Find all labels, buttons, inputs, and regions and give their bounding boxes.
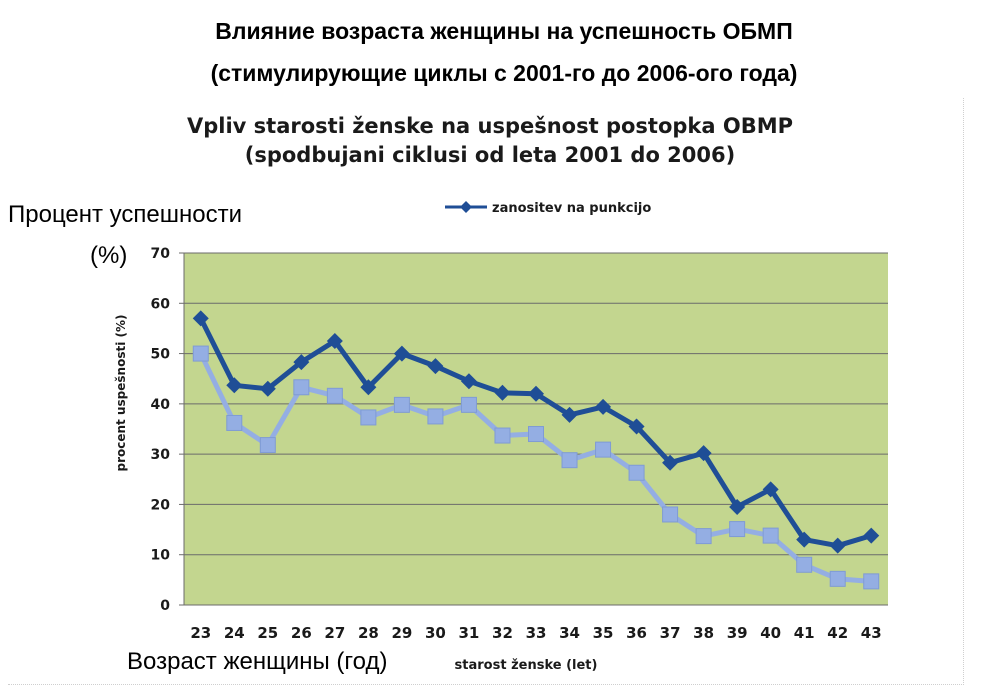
- series-dark-diamond-marker: [595, 398, 612, 415]
- x-tick-label: 26: [291, 624, 312, 642]
- series-light-square-marker: [360, 409, 377, 426]
- russian-y-label-line-1: Процент успешности: [8, 201, 243, 228]
- y-tick-label: 50: [151, 347, 171, 363]
- x-tick-label: 36: [626, 624, 647, 642]
- slide-frame: [8, 98, 964, 685]
- russian-title-line-1: Влияние возраста женщины на успешность О…: [215, 18, 793, 44]
- series-dark-diamond-marker: [494, 384, 511, 401]
- chart-title-line-2: (spodbujani ciklusi od leta 2001 do 2006…: [245, 143, 735, 167]
- x-tick-label: 38: [693, 624, 714, 642]
- x-tick-labels: 23 24 25 26 27 28 29 30 31 32 33 34 35 36 37 38 39 40 41 42…: [190, 624, 881, 642]
- y-tick-label: 70: [151, 246, 171, 262]
- series-light-square-marker: [829, 570, 846, 587]
- x-tick-label: 40: [760, 624, 781, 642]
- series-light-square-marker: [628, 464, 645, 481]
- gridlines: [179, 252, 888, 606]
- series-light-square-marker: [762, 527, 779, 544]
- y-tick-label: 60: [151, 296, 171, 312]
- x-tick-label: 29: [391, 624, 412, 642]
- y-axis-title: procent uspešnosti (%): [114, 315, 128, 472]
- legend: zanositev na punkcijo: [445, 201, 651, 216]
- series-light-square-marker: [595, 441, 612, 458]
- series-dark-diamond-marker: [293, 354, 310, 371]
- series-light-square-marker: [528, 426, 544, 443]
- y-tick-label: 0: [160, 598, 170, 614]
- series-light-square-marker: [729, 521, 746, 538]
- x-tick-label: 32: [492, 624, 513, 642]
- x-tick-label: 23: [190, 624, 211, 642]
- legend-diamond-marker: [460, 201, 472, 213]
- series-dark-diamond-marker: [393, 345, 410, 362]
- russian-title-line-2: (стимулирующие циклы с 2001-го до 2006-о…: [210, 60, 798, 86]
- series-dark-diamond-marker: [259, 380, 276, 397]
- x-tick-label: 41: [794, 624, 815, 642]
- series-light-square-marker: [662, 506, 679, 523]
- y-tick-labels: 0 10 20 30 40 50 60 70: [151, 246, 171, 614]
- series-dark-diamond-marker: [360, 379, 377, 396]
- x-tick-label: 30: [425, 624, 446, 642]
- chart-title-line-1: Vpliv starosti ženske na uspešnost posto…: [187, 114, 793, 138]
- x-tick-label: 33: [526, 624, 547, 642]
- series-dark-diamond-marker: [427, 358, 444, 375]
- series-dark-diamond-marker: [863, 527, 880, 544]
- x-tick-label: 28: [358, 624, 379, 642]
- series-dark-diamond-marker: [561, 406, 578, 423]
- series-dark-diamond-marker: [662, 454, 679, 471]
- series-dark-diamond-marker: [695, 445, 712, 462]
- russian-y-label-line-2: (%): [90, 242, 128, 269]
- legend-label: zanositev na punkcijo: [492, 201, 651, 216]
- series-light-square-marker: [226, 414, 243, 431]
- series-dark-diamond-marker: [460, 373, 477, 390]
- x-tick-label: 34: [559, 624, 580, 642]
- x-tick-label: 37: [660, 624, 681, 642]
- x-tick-label: 35: [593, 624, 614, 642]
- series-light-square-marker: [259, 437, 276, 454]
- x-tick-label: 31: [459, 624, 480, 642]
- x-tick-label: 25: [257, 624, 278, 642]
- series-dark-diamond-marker: [192, 310, 209, 327]
- series-dark-diamond-marker: [796, 531, 813, 548]
- y-tick-label: 10: [151, 548, 171, 564]
- series-dark-diamond-marker: [528, 385, 544, 402]
- x-tick-label: 24: [224, 624, 245, 642]
- series-dark-diamond-marker: [829, 537, 846, 554]
- x-tick-label: 43: [861, 624, 882, 642]
- series-light-square-marker: [494, 427, 511, 444]
- series-layer: [192, 310, 880, 590]
- series-dark-diamond-marker: [762, 481, 779, 498]
- series-light-square-marker: [326, 387, 343, 404]
- series-dark-diamond-marker: [326, 333, 343, 349]
- x-tick-label: 39: [727, 624, 748, 642]
- series-light-square-marker: [393, 396, 410, 413]
- series-light-square-marker: [863, 573, 880, 590]
- series-light-square-marker: [427, 408, 444, 425]
- series-dark-diamond-marker: [628, 418, 645, 435]
- y-tick-label: 20: [151, 497, 171, 513]
- series-light-square-marker: [293, 379, 310, 396]
- y-tick-label: 40: [151, 397, 171, 413]
- series-dark-diamond-marker: [729, 498, 746, 515]
- series-light-square-marker: [695, 528, 712, 545]
- y-tick-label: 30: [151, 447, 171, 463]
- x-tick-label: 42: [827, 624, 848, 642]
- series-light-square-marker: [192, 345, 209, 362]
- series-dark-diamond-marker: [226, 377, 243, 394]
- russian-x-label: Возраст женщины (год): [127, 648, 388, 675]
- x-tick-label: 27: [324, 624, 345, 642]
- series-light-square-marker: [796, 556, 813, 573]
- x-axis-title: starost ženske (let): [455, 658, 598, 673]
- series-light-square-marker: [460, 396, 477, 413]
- series-light-square-marker: [561, 452, 578, 469]
